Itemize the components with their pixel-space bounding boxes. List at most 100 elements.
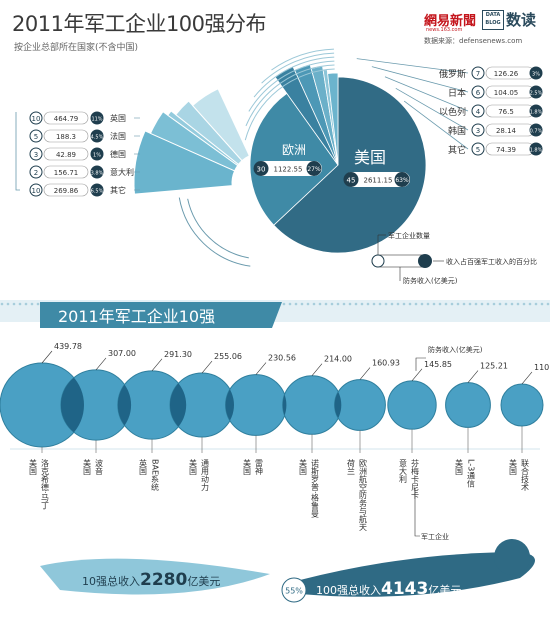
country-left-1: 法国 [110,131,126,141]
share-right-1: 2.5% [530,91,543,97]
share-right-4: 1.8% [530,148,543,154]
country-right-2: 以色列 [439,106,466,118]
company-value-2: 291.30 [164,350,192,359]
rev-left-0: 464.79 [54,115,79,123]
rev-right-4: 74.39 [496,146,516,154]
share-dot-right-3 [529,123,543,137]
company-name-6: 欧洲航空防务与航天 [359,458,368,532]
band-dot [528,302,532,306]
data-source: 数据来源：defensenews.com [424,37,523,45]
fan-bracket-2 [178,197,251,267]
company-circle-5 [282,375,342,435]
band-dot [288,302,292,306]
value-leader-9 [521,371,533,385]
bracket-arc-2 [248,60,335,112]
legend-count-ring [371,254,385,268]
company-circle-4 [225,374,287,436]
footer-share: 55% [285,587,303,596]
band-dot [30,302,34,306]
europe-member-slice-0 [133,130,236,195]
us-count: 45 [347,177,356,185]
band-dot [456,302,460,306]
netease-logo: 網易新聞 [424,14,477,29]
company-name-3: 通用动力 [201,458,210,492]
footer-right-part-2: 亿美元 [428,584,461,597]
band-dot [342,302,346,306]
band-dot [300,302,304,306]
page-title: 2011年军工企业100强分布 [12,12,267,36]
band-dot [468,302,472,306]
band-dot [426,302,430,306]
footer-left-part-2: 亿美元 [187,575,220,588]
company-name-7: 芬梅卡尼卡 [411,458,420,500]
share-left-2: 1% [93,153,101,159]
footer-share-ring [281,577,307,603]
band-dot [480,302,484,306]
company-value-3: 255.06 [214,352,242,361]
country-right-4: 其它 [448,144,466,156]
rev-left-3: 156.71 [54,169,79,177]
value-note-leader [415,357,426,371]
company-name-2: BAE系统 [151,459,160,492]
top10-company-note: 军工企业 [421,532,449,541]
footer-right-part-0: 100强总收入 [316,583,381,597]
company-value-7: 145.85 [424,360,452,369]
band-dot [540,302,544,306]
company-name-0: 洛克希德·马丁 [41,458,50,510]
band-dot [330,302,334,306]
us-revenue: 2611.15 [364,177,393,185]
footer-left-text: 10强总收入2280亿美元 [82,570,220,590]
europe-count-dot [253,161,269,176]
band-dot [408,302,412,306]
connector-right-0 [356,58,469,74]
datablog-logo: DATA BLOG [482,10,504,30]
value-leader-8 [467,370,479,383]
connector-right-2 [384,76,469,112]
rev-right-2: 76.5 [498,108,514,116]
share-left-3: 3.8% [91,171,104,177]
legend-share-label: 收入占百强军工收入的百分比 [446,257,537,266]
band-dot [522,302,526,306]
value-leader-3 [201,360,213,374]
count-left-4: 10 [32,187,41,195]
europe-member-slice-4 [191,88,250,162]
band-dot [462,302,466,306]
count-ring-right-3 [471,123,485,137]
bracket-arc-5 [271,48,334,71]
band-dot [372,302,376,306]
band-dot [390,302,394,306]
band-dot [36,302,40,306]
company-name-5: 诺斯罗普·格鲁曼 [311,458,320,518]
value-leader-1 [95,357,107,371]
shudu-logo: 数读 [506,11,537,29]
band-dot [366,302,370,306]
band-dot [378,302,382,306]
band-dot [444,302,448,306]
rev-right-3: 28.14 [496,127,517,135]
share-dot-right-4 [529,142,543,156]
band-dot [396,302,400,306]
count-ring-left-1 [29,129,43,143]
rev-pill-left-2 [43,147,89,161]
us-share-dot [394,172,410,187]
share-dot-left-4 [90,183,104,197]
company-circle-6 [334,379,386,431]
share-dot-left-0 [90,111,104,125]
us-count-dot [343,172,359,187]
share-dot-right-0 [529,66,543,80]
company-name-4: 雷神 [255,459,264,476]
share-left-1: 4.5% [91,135,104,141]
value-leader-7 [411,368,423,382]
share-right-2: 1.8% [530,110,543,116]
company-value-8: 125.21 [480,362,508,371]
company-value-5: 214.00 [324,355,352,364]
connector-right-4 [403,100,469,150]
netease-logo-url: news.163.com [426,27,463,33]
band-dot [492,302,496,306]
count-left-3: 2 [34,169,38,177]
share-dot-right-2 [529,104,543,118]
country-left-3: 意大利 [110,167,134,177]
legend-share-dot [418,254,432,268]
us-label: 美国 [354,148,386,167]
